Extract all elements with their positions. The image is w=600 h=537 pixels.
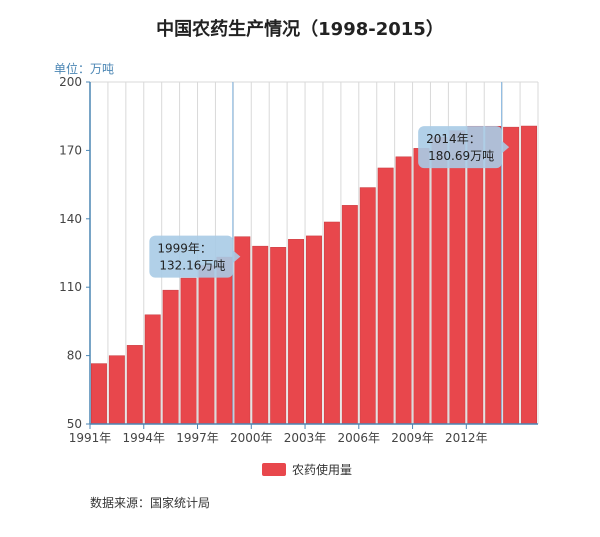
axes [89, 82, 538, 425]
y-tick-label: 140 [59, 212, 82, 226]
y-tick-label: 110 [59, 280, 82, 294]
bar[interactable] [216, 256, 233, 425]
x-tick-label: 1997年 [176, 431, 219, 445]
bar[interactable] [431, 136, 448, 425]
y-tick-label: 170 [59, 143, 82, 157]
bar[interactable] [485, 125, 502, 425]
bar[interactable] [198, 265, 215, 425]
bars [91, 125, 537, 425]
tooltip-line2: 132.16万吨 [159, 259, 225, 273]
bar[interactable] [234, 236, 251, 425]
tooltip-box [149, 235, 234, 278]
x-tick-label: 2009年 [391, 431, 434, 445]
x-tick-label: 2000年 [230, 431, 273, 445]
data-source-note: 数据来源：国家统计局 [90, 495, 210, 510]
bar[interactable] [467, 125, 484, 425]
bar[interactable] [180, 277, 197, 425]
bar[interactable] [521, 125, 537, 425]
y-tick-label: 80 [67, 349, 82, 363]
legend-swatch [262, 463, 286, 476]
grid-lines [89, 81, 539, 424]
x-tick-label: 2003年 [284, 431, 327, 445]
x-tick-label: 1991年 [69, 431, 112, 445]
tooltip-box [418, 126, 503, 169]
bar[interactable] [288, 239, 305, 425]
bar[interactable] [108, 355, 125, 425]
y-tick-label: 200 [59, 75, 82, 89]
tooltips: 1999年： 132.16万吨 2014年： 180.69万吨 [149, 126, 510, 278]
tooltip-pointer [233, 250, 241, 263]
bar[interactable] [413, 148, 430, 425]
y-axis-unit-label: 单位：万吨 [54, 61, 114, 76]
legend[interactable]: 农药使用量 [262, 462, 352, 477]
tooltip-line2: 180.69万吨 [428, 149, 494, 163]
y-tick-labels: 50 80 110 140 170 200 [59, 75, 90, 431]
tooltip-pointer [502, 141, 510, 154]
tooltip: 1999年： 132.16万吨 [149, 235, 241, 278]
bar[interactable] [306, 235, 322, 425]
bar[interactable] [126, 345, 143, 425]
x-tick-label: 2012年 [445, 431, 488, 445]
x-tick-label: 2006年 [338, 431, 381, 445]
bar[interactable] [449, 130, 466, 425]
bar[interactable] [377, 167, 394, 425]
x-tick-labels: 1991年 1994年 1997年 2000年 2003年 2006年 2009年 2012年 [69, 424, 488, 445]
tooltip-line1: 2014年： [426, 132, 481, 146]
bar[interactable] [323, 221, 340, 425]
x-tick-label: 1994年 [122, 431, 165, 445]
bar[interactable] [91, 363, 107, 425]
bar[interactable] [270, 247, 287, 425]
bar[interactable] [341, 205, 358, 425]
bar[interactable] [395, 156, 412, 425]
bar[interactable] [144, 314, 161, 425]
tooltip-line1: 1999年： [157, 242, 212, 256]
bar[interactable] [503, 126, 520, 425]
bar[interactable] [162, 289, 179, 425]
tooltip: 2014年： 180.69万吨 [418, 126, 510, 169]
bar[interactable] [252, 245, 269, 425]
legend-label: 农药使用量 [292, 462, 352, 477]
y-tick-label: 50 [67, 417, 82, 431]
bar[interactable] [359, 187, 376, 425]
chart-title: 中国农药生产情况（1998-2015） [156, 18, 444, 40]
